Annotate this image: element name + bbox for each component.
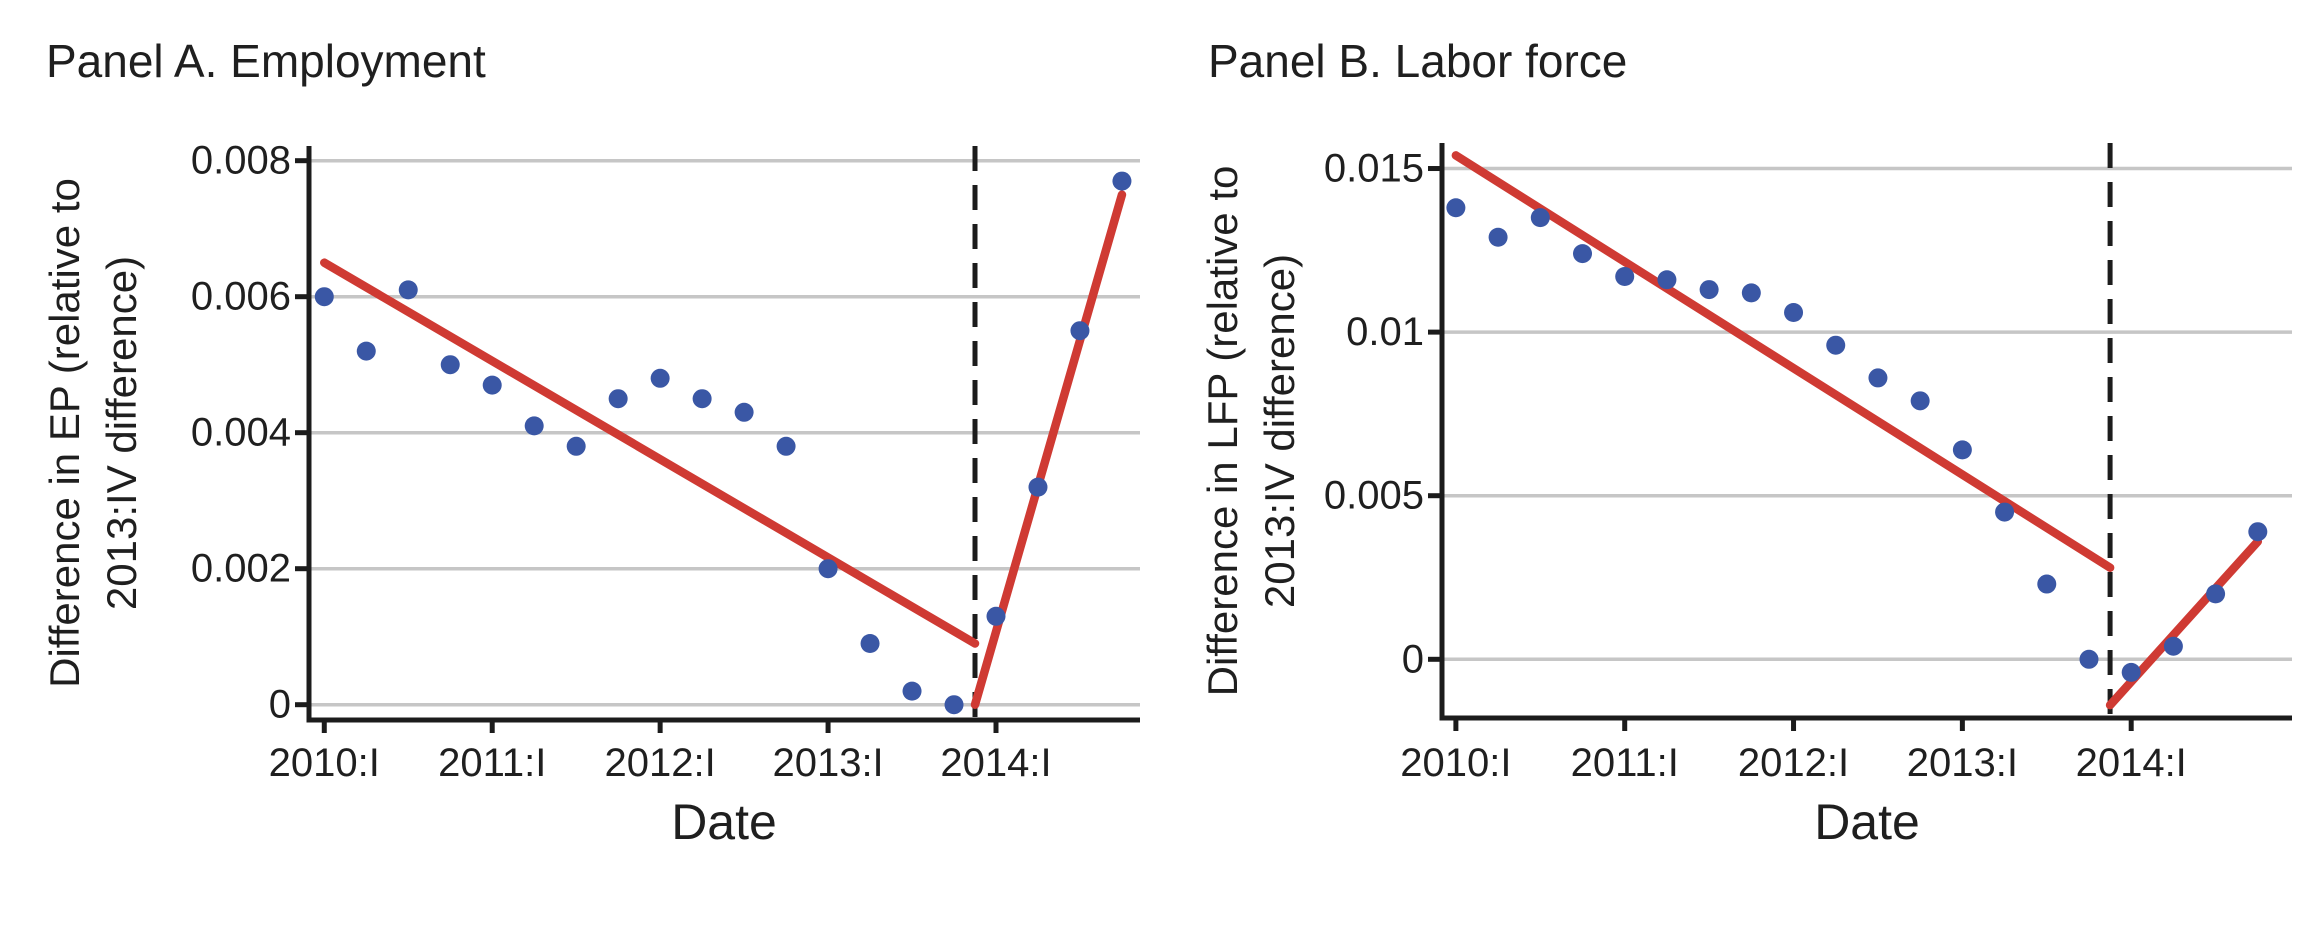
panel-a-y-axis-label-line2: 2013:IV difference) xyxy=(98,255,145,611)
panel-a-data-point xyxy=(1070,321,1090,341)
panel-a-data-point xyxy=(818,559,838,579)
panel-a-trend-line-pre xyxy=(320,258,980,648)
panel-b-data-point xyxy=(1826,335,1846,355)
panel-b-data-point xyxy=(1530,208,1550,228)
panel-b-y-tick-label: 0 xyxy=(1402,637,1424,681)
panel-a-trend-line-post xyxy=(970,190,1127,709)
panel-b-data-point xyxy=(1615,266,1635,286)
panel-b-data-point xyxy=(2079,649,2099,669)
panel-b-data-point xyxy=(1868,368,1888,388)
panel-b-data-point xyxy=(1784,302,1804,322)
panel-a-data-point xyxy=(440,355,460,375)
panel-a-x-axis-label: Date xyxy=(671,794,777,850)
panel-a-data-point xyxy=(986,606,1006,626)
panel-b-x-tick-label: 2014:I xyxy=(2076,741,2187,785)
panel-b-x-tick-label: 2013:I xyxy=(1907,741,2018,785)
panel-b-data-point xyxy=(2248,522,2268,542)
panel-a-data-point xyxy=(482,375,502,395)
panel-a-data-point xyxy=(566,436,586,456)
panel-b-data-point xyxy=(1741,283,1761,303)
panel-a-data-point xyxy=(314,287,334,307)
panel-b-data-point xyxy=(1488,227,1508,247)
panel-a-data-point xyxy=(944,695,964,715)
panel-a-data-point xyxy=(1112,171,1132,191)
panel-a-data-point xyxy=(734,402,754,422)
panel-b-x-tick-label: 2010:I xyxy=(1400,741,1511,785)
panel-a-y-axis-label: Difference in EP (relative to 2013:IV di… xyxy=(36,178,150,688)
panel-b-data-point xyxy=(2206,584,2226,604)
panel-b-y-axis-label-line1: Difference in LFP (relative to xyxy=(1199,165,1246,697)
panel-b-y-tick-label: 0.015 xyxy=(1324,147,1424,191)
panel-b-data-point xyxy=(1657,270,1677,290)
panel-a-x-tick-label: 2011:I xyxy=(438,741,546,785)
panel-a-data-point xyxy=(860,633,880,653)
panel-a-y-tick-label: 0 xyxy=(269,683,291,727)
panel-a-y-tick-label: 0.002 xyxy=(191,547,291,591)
panel-b-title: Panel B. Labor force xyxy=(1208,35,1628,87)
panel-b-data-point xyxy=(1446,198,1466,218)
panel-a-title: Panel A. Employment xyxy=(46,35,486,87)
panel-a-y-tick-label: 0.008 xyxy=(191,139,291,183)
panel-b-x-axis-label: Date xyxy=(1814,794,1920,850)
panel-b-y-tick-label: 0.005 xyxy=(1324,474,1424,518)
panel-b-trend-line-pre xyxy=(1451,151,2115,572)
panel-a-y-tick-label: 0.004 xyxy=(191,411,291,455)
panel-b-data-point xyxy=(2163,636,2183,656)
panel-a-x-tick-label: 2010:I xyxy=(269,741,380,785)
panel-a-data-point xyxy=(776,436,796,456)
panel-a-data-point xyxy=(902,681,922,701)
panel-a-data-point xyxy=(650,368,670,388)
panel-b-data-point xyxy=(1573,244,1593,264)
panel-b-x-tick-label: 2012:I xyxy=(1738,741,1849,785)
panel-b-y-tick-label: 0.01 xyxy=(1346,310,1424,354)
panel-a-data-point xyxy=(692,389,712,409)
panel-b-y-axis-label: Difference in LFP (relative to 2013:IV d… xyxy=(1194,166,1308,697)
panel-b-x-tick-label: 2011:I xyxy=(1571,741,1679,785)
panel-a-y-tick-label: 0.006 xyxy=(191,275,291,319)
panel-b-data-point xyxy=(1952,440,1972,460)
panel-a-data-point xyxy=(398,280,418,300)
panel-a-x-tick-label: 2012:I xyxy=(605,741,716,785)
panel-a-data-point xyxy=(608,389,628,409)
panel-b-data-point xyxy=(1699,280,1719,300)
panel-a-x-tick-label: 2013:I xyxy=(772,741,883,785)
panel-a-data-point xyxy=(1028,477,1048,497)
panel-a-data-point xyxy=(356,341,376,361)
panel-b-data-point xyxy=(2121,662,2141,682)
panel-b-y-axis-label-line2: 2013:IV difference) xyxy=(1256,253,1303,609)
panel-a-data-point xyxy=(524,416,544,436)
panel-a-y-axis-label-line1: Difference in EP (relative to xyxy=(41,178,88,688)
panel-b-data-point xyxy=(1910,391,1930,411)
panel-b-data-point xyxy=(1995,502,2015,522)
panel-a-x-tick-label: 2014:I xyxy=(940,741,1051,785)
panel-b-data-point xyxy=(2037,574,2057,594)
